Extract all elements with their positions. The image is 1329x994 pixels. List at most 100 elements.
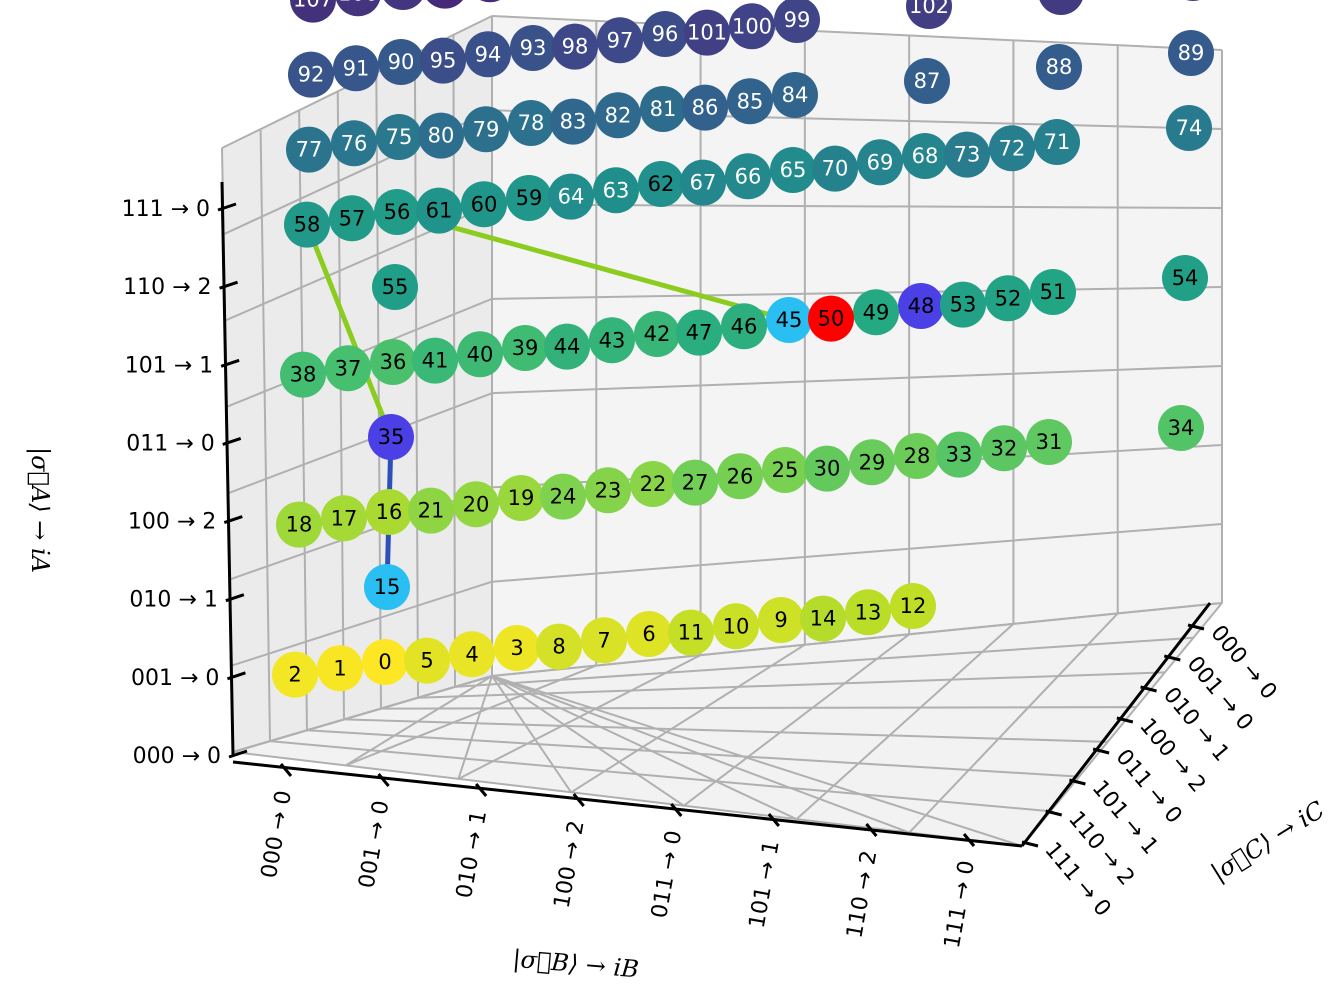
grid-line-floor-b bbox=[908, 612, 1119, 834]
node-43: 43 bbox=[589, 317, 635, 364]
node-label: 102 bbox=[909, 0, 949, 18]
node-69: 69 bbox=[857, 139, 903, 186]
node-circle bbox=[412, 337, 458, 384]
axis-c-line bbox=[1020, 602, 1212, 847]
node-circle bbox=[463, 106, 509, 153]
node-36: 36 bbox=[370, 339, 416, 385]
tick-mark-c bbox=[1021, 840, 1039, 848]
node-label: 107 bbox=[293, 0, 333, 12]
tick-mark-b bbox=[377, 773, 390, 787]
axis-label-a: |σ⃗A⟩ → iA bbox=[25, 447, 54, 573]
node-circle bbox=[595, 92, 641, 139]
node-0: 0 bbox=[362, 639, 408, 685]
node-label: 25 bbox=[772, 458, 799, 482]
node-label: 36 bbox=[380, 350, 407, 374]
node-label: 64 bbox=[558, 185, 585, 209]
node-circle bbox=[890, 583, 936, 629]
node-65: 65 bbox=[770, 147, 816, 193]
node-label: 12 bbox=[900, 594, 927, 618]
node-95: 95 bbox=[420, 37, 466, 84]
node-label: 68 bbox=[912, 144, 939, 168]
axis-label-c: |σ⃗C⟩ → iC bbox=[1206, 795, 1329, 887]
node-circle bbox=[548, 173, 594, 220]
node-circle bbox=[680, 159, 726, 206]
node-circle bbox=[800, 595, 846, 642]
node-6: 6 bbox=[626, 611, 672, 657]
node-circle bbox=[668, 609, 714, 656]
node-label: 89 bbox=[1178, 41, 1205, 65]
node-label: 67 bbox=[690, 171, 717, 195]
tick-mark-c bbox=[1187, 623, 1205, 631]
node-98: 98 bbox=[552, 23, 598, 70]
tick-mark-b bbox=[279, 763, 293, 777]
node-circle bbox=[540, 473, 586, 520]
node-91: 91 bbox=[333, 45, 379, 92]
tick-label-b: 101 → 1 bbox=[745, 839, 785, 930]
node-circle bbox=[940, 281, 986, 328]
node-circle bbox=[1030, 269, 1076, 315]
node-9: 9 bbox=[758, 597, 804, 643]
node-circle bbox=[420, 37, 466, 84]
axis-a-line bbox=[220, 181, 235, 756]
grid-line-floor bbox=[491, 675, 685, 807]
node-label: 76 bbox=[341, 131, 368, 155]
node-circle bbox=[898, 283, 944, 329]
tick-label-b: 111 → 0 bbox=[940, 859, 980, 950]
node-circle bbox=[1186, 0, 1200, 1]
node-label: 43 bbox=[599, 328, 626, 352]
node-circle bbox=[465, 31, 511, 78]
node-label: 9 bbox=[774, 608, 787, 632]
tick-mark-c bbox=[1045, 809, 1063, 817]
tick-mark-b bbox=[474, 783, 488, 797]
node-label: 69 bbox=[867, 150, 894, 174]
node-circle bbox=[321, 495, 367, 542]
node-63: 63 bbox=[593, 167, 639, 214]
tick-label-a: 000 → 0 bbox=[133, 744, 221, 769]
node-83: 83 bbox=[550, 98, 596, 145]
node-circle bbox=[544, 323, 590, 370]
node-label: 7 bbox=[597, 628, 610, 652]
node-label: 1 bbox=[333, 656, 346, 680]
node-label: 58 bbox=[294, 213, 321, 237]
node-label: 35 bbox=[378, 425, 405, 449]
node-label: 13 bbox=[855, 600, 882, 624]
grid-line-floor bbox=[491, 675, 1023, 847]
node-5: 5 bbox=[404, 637, 450, 684]
node-label: 6 bbox=[642, 622, 655, 646]
node-label: 46 bbox=[731, 314, 758, 338]
node-circle bbox=[1039, 0, 1083, 15]
node-label: 8 bbox=[552, 635, 565, 659]
node-89: 89 bbox=[1168, 30, 1214, 76]
node-label: 39 bbox=[512, 336, 539, 360]
node-label: 11 bbox=[678, 621, 705, 645]
node-circle bbox=[370, 339, 416, 385]
node-circle bbox=[593, 167, 639, 214]
node-62: 62 bbox=[638, 161, 684, 207]
node-label: 57 bbox=[339, 206, 366, 230]
tick-label-b: 100 → 2 bbox=[550, 819, 590, 910]
node-label: 61 bbox=[426, 199, 453, 223]
node-label: 78 bbox=[518, 111, 545, 135]
node-label: 34 bbox=[1168, 416, 1195, 440]
node-70: 70 bbox=[812, 145, 858, 192]
node-84: 84 bbox=[772, 72, 818, 118]
node-82: 82 bbox=[595, 92, 641, 139]
node-circle bbox=[772, 72, 818, 118]
node-30: 30 bbox=[804, 445, 850, 492]
node-label: 16 bbox=[376, 500, 403, 524]
node-90: 90 bbox=[378, 39, 424, 85]
tick-mark-c bbox=[1116, 716, 1134, 724]
node-circle bbox=[366, 489, 412, 535]
node-label: 15 bbox=[374, 575, 401, 599]
node-label: 83 bbox=[560, 110, 587, 134]
node-circle bbox=[758, 597, 804, 643]
node-circle bbox=[418, 112, 464, 159]
node-label: 28 bbox=[904, 444, 931, 468]
tick-label-b: 000 → 0 bbox=[257, 789, 297, 880]
node-label: 45 bbox=[776, 308, 803, 332]
tick-label-a: 010 → 1 bbox=[129, 588, 217, 613]
node-106: 106 bbox=[336, 0, 380, 17]
node-circle bbox=[808, 295, 854, 342]
node-49: 49 bbox=[853, 289, 899, 336]
node-13: 13 bbox=[845, 589, 891, 636]
